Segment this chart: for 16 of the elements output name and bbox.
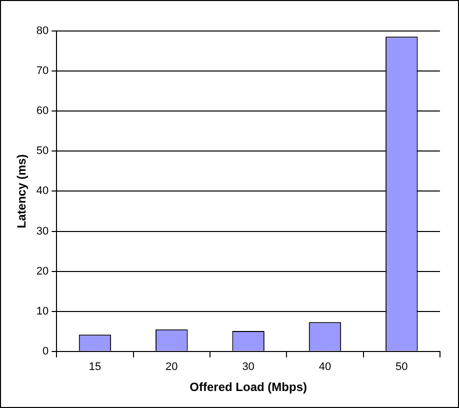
x-tick-label: 20 xyxy=(166,361,178,374)
y-tick-label: 20 xyxy=(36,265,49,278)
y-tick-label: 60 xyxy=(36,105,49,118)
x-tick-label: 15 xyxy=(88,361,102,374)
x-axis-title: Offered Load (Mbps) xyxy=(190,380,307,394)
x-tick-label: 30 xyxy=(242,361,254,374)
y-tick-label: 10 xyxy=(36,305,49,318)
y-axis-title: Latency (ms) xyxy=(14,154,29,228)
y-tick-label: 80 xyxy=(36,25,49,38)
y-tick-label: 40 xyxy=(36,185,49,198)
y-tick-label: 50 xyxy=(36,145,49,158)
y-tick-label: 0 xyxy=(42,345,49,358)
y-tick-label: 30 xyxy=(36,225,49,238)
x-tick-label: 40 xyxy=(318,361,332,374)
y-tick-label: 70 xyxy=(36,65,49,78)
x-tick-label: 50 xyxy=(396,361,408,374)
